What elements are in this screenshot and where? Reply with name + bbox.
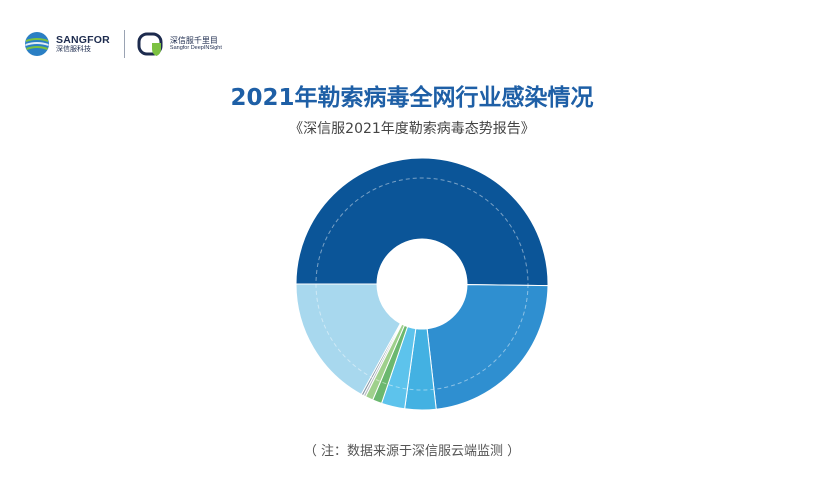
donut-hole <box>377 239 467 329</box>
brand-name-en: SANGFOR <box>56 33 110 46</box>
donut-slice <box>295 283 401 396</box>
chart-title: 2021年勒索病毒全网行业感染情况 <box>230 85 594 111</box>
data-source-note: （ 注：数据来源于深信服云端监测 ） <box>303 444 521 459</box>
sangfor-globe-icon <box>25 32 49 56</box>
deepinsight-logo: 深信服千里目 Sangfor DeepINSight <box>137 31 222 57</box>
chart-subtitle: 《深信服2021年度勒索病毒态势报告》 <box>289 121 535 137</box>
logo-divider <box>123 30 125 58</box>
deepinsight-shield-icon <box>137 32 163 56</box>
product-name-cn: 深信服千里目 <box>169 35 218 45</box>
header-logos: SANGFOR 深信服科技 深信服千里目 Sangfor DeepINSight <box>24 28 222 60</box>
product-name-en: Sangfor DeepINSight <box>169 45 222 52</box>
donut-dashed-ring <box>315 177 529 391</box>
sangfor-logo: SANGFOR 深信服科技 <box>24 31 110 57</box>
brand-name-cn: 深信服科技 <box>56 44 91 53</box>
